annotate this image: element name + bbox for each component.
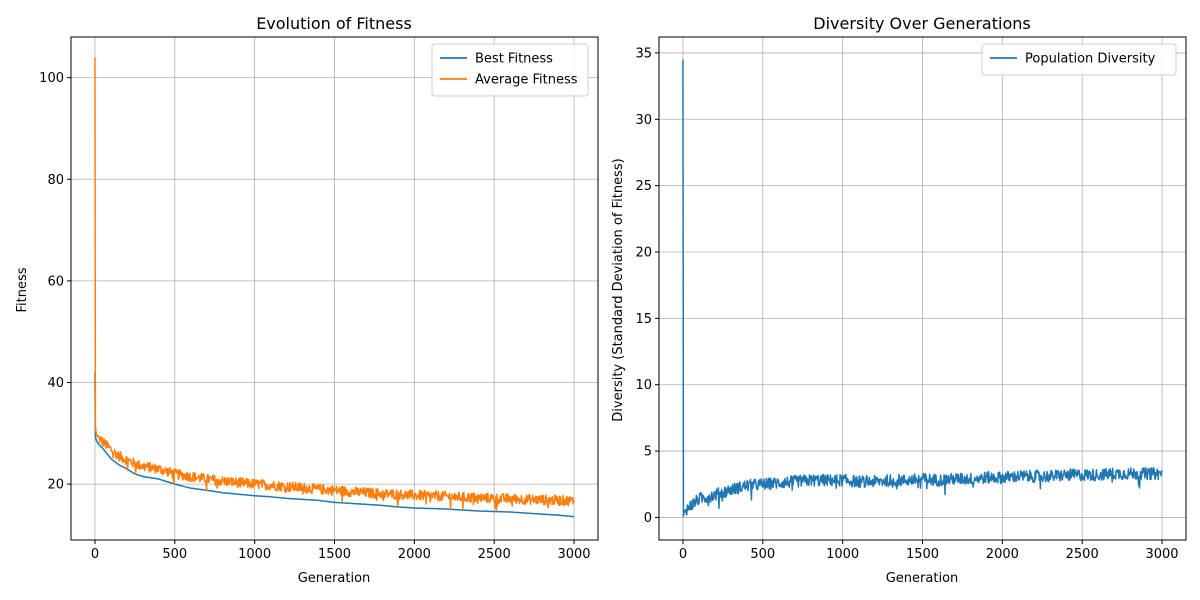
fitness-chart-ytick-label: 100: [39, 71, 64, 86]
fitness-chart-ytick-label: 80: [47, 173, 64, 188]
fitness-chart-legend-label: Best Fitness: [475, 52, 553, 67]
diversity-chart-xtick-label: 1000: [826, 547, 859, 562]
fitness-chart-legend: Best Fitness Average Fitness: [431, 43, 589, 97]
diversity-chart-xtick-label: 3000: [1145, 547, 1178, 562]
diversity-chart-xtick-label: 2000: [986, 547, 1019, 562]
diversity-chart-legend: Population Diversity: [981, 43, 1177, 76]
diversity-chart-ylabel: Diversity (Standard Deviation of Fitness…: [611, 158, 626, 421]
diversity-chart-ytick-label: 35: [635, 46, 652, 61]
fitness-chart-ylabel: Fitness: [15, 267, 30, 312]
diversity-chart-ytick-label: 30: [635, 113, 652, 128]
fitness-chart-series-0-line: [94, 372, 575, 518]
fitness-chart-xlabel: Generation: [298, 571, 371, 586]
fitness-chart-xtick-label: 500: [162, 547, 187, 562]
fitness-chart-xtick-label: 2000: [398, 547, 431, 562]
diversity-chart-ytick-label: 25: [635, 179, 652, 194]
diversity-chart-ticks: 0 500 1000 1500 2000 2500 3000 0 5 10 15 20 25 30 35: [635, 46, 1178, 562]
fitness-chart-lines: [94, 57, 575, 518]
fitness-chart-xtick-label: 0: [91, 547, 99, 562]
diversity-chart-ytick-label: 10: [635, 378, 652, 393]
diversity-chart-xtick-label: 1500: [906, 547, 939, 562]
diversity-chart-legend-box: [981, 43, 1177, 76]
diversity-chart-legend-label: Population Diversity: [1025, 52, 1156, 67]
diversity-chart-ytick-label: 0: [644, 511, 652, 526]
diversity-chart-ytick-label: 20: [635, 246, 652, 261]
diversity-chart-xlabel: Generation: [886, 571, 959, 586]
diversity-chart-title: Diversity Over Generations: [813, 14, 1030, 33]
diversity-chart-xtick-label: 2500: [1066, 547, 1099, 562]
fitness-chart-ytick-label: 40: [47, 376, 64, 391]
fitness-chart-series-1-line: [94, 57, 575, 512]
diversity-chart-xtick-label: 500: [750, 547, 775, 562]
fitness-chart-xtick-label: 2500: [478, 547, 511, 562]
fitness-chart-ticks: 0 500 1000 1500 2000 2500 3000 20 40 60 80 100: [39, 71, 590, 562]
fitness-chart-legend-label: Average Fitness: [475, 73, 578, 88]
fitness-chart: Evolution of Fitness Generation Fitness …: [15, 14, 599, 586]
diversity-chart-xtick-label: 0: [679, 547, 687, 562]
fitness-chart-xtick-label: 3000: [557, 547, 590, 562]
fitness-chart-ytick-label: 20: [47, 478, 64, 493]
diversity-chart: Diversity Over Generations Generation Di…: [611, 14, 1187, 586]
diversity-chart-ytick-label: 15: [635, 312, 652, 327]
fitness-chart-legend-box: [431, 43, 589, 97]
fitness-chart-ytick-label: 60: [47, 274, 64, 289]
fitness-chart-title: Evolution of Fitness: [256, 14, 412, 33]
fitness-chart-xtick-label: 1000: [238, 547, 271, 562]
fitness-chart-xtick-label: 1500: [318, 547, 351, 562]
diversity-chart-ytick-label: 5: [644, 445, 652, 460]
diversity-chart-series-0-line: [682, 59, 1163, 517]
diversity-chart-lines: [682, 59, 1163, 517]
